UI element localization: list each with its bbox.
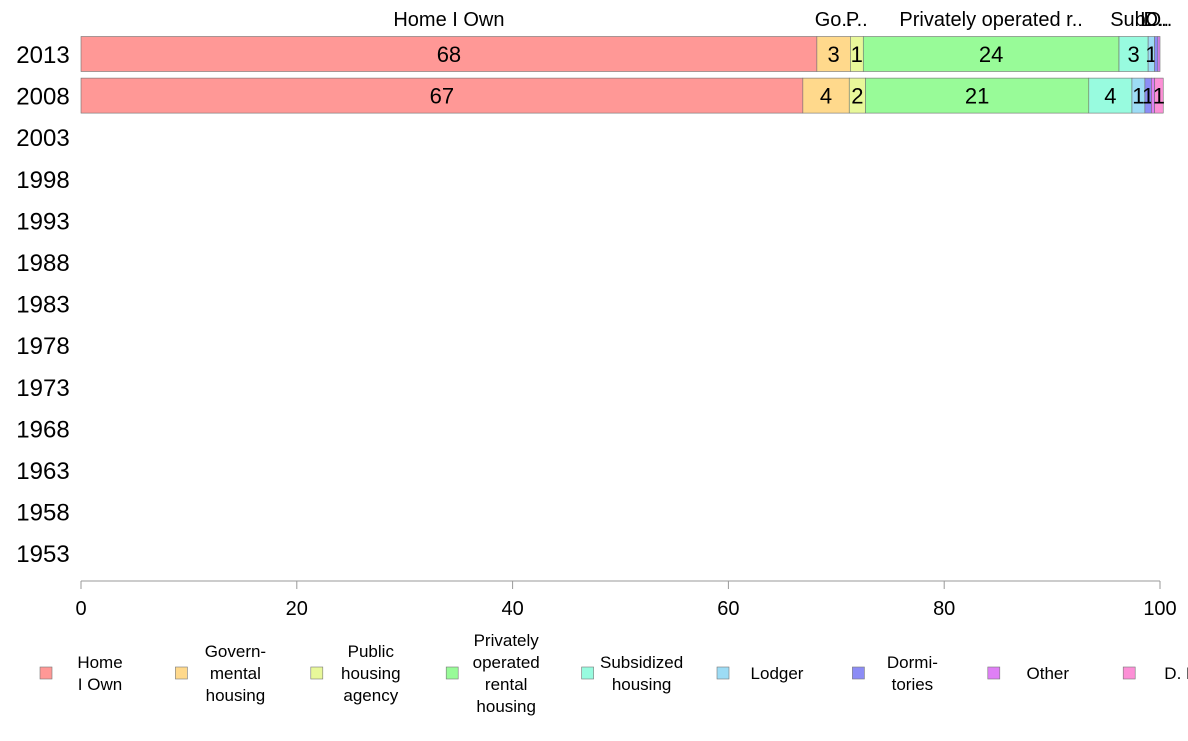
bar-label-2008-d-k: 1 — [1153, 84, 1165, 109]
y-tick-label-1953: 1953 — [16, 541, 69, 568]
legend-swatch-subsidized-housing — [581, 666, 594, 680]
legend: Home I Own Govern-mental housing Public housi… — [39, 631, 1188, 716]
y-tick-label-1983: 1983 — [16, 292, 69, 319]
bar-2008-d-k — [1154, 77, 1164, 114]
segment-name-public-housing-agency: P.. — [846, 9, 868, 31]
legend-item-subsidized-housing: Subsidized housing — [581, 653, 683, 694]
x-tick-label-0: 0 — [75, 598, 86, 620]
legend-label-d-k: D. K. — [1164, 664, 1188, 683]
legend-label-home-i-own: Home I Own — [77, 653, 122, 694]
bar-label-2013-govern-mental-housing: 3 — [827, 42, 839, 67]
bar-2013-other — [1157, 36, 1161, 72]
y-tick-label-2008: 2008 — [16, 84, 69, 111]
bar-label-2013-subsidized-housing: 3 — [1127, 42, 1139, 67]
y-tick-label-1993: 1993 — [16, 208, 69, 235]
bar-2013-privately-operated-rental-housing — [862, 36, 1120, 72]
legend-swatch-govern-mental-housing — [175, 666, 188, 680]
bar-2013-govern-mental-housing — [816, 36, 851, 72]
segment-name-govern-mental-housing: Go.. — [815, 9, 853, 31]
y-tick-label-1998: 1998 — [16, 167, 69, 194]
legend-label-lodger: Lodger — [751, 664, 804, 683]
bar-2008-home-i-own — [80, 77, 804, 114]
legend-swatch-d-k — [1122, 666, 1136, 680]
x-tick-label-20: 20 — [286, 598, 308, 620]
y-tick-label-1963: 1963 — [16, 458, 69, 485]
segment-name-dormi-tories: D.. — [1143, 9, 1169, 31]
legend-swatch-dormi-tories — [852, 666, 865, 680]
legend-item-lodger: Lodger — [716, 664, 804, 683]
bar-label-2013-public-housing-agency: 1 — [851, 42, 863, 67]
segment-name-lodger: L.. — [1140, 9, 1162, 31]
legend-label-dormi-tories: Dormi-tories — [887, 653, 938, 694]
bar-label-2008-home-i-own: 67 — [430, 84, 454, 109]
legend-item-home-i-own: Home I Own — [39, 653, 123, 694]
legend-swatch-home-i-own — [39, 666, 53, 680]
bar-label-2013-home-i-own: 68 — [437, 42, 461, 67]
legend-item-public-housing-agency: Public housing agency — [310, 642, 401, 705]
y-tick-label-1973: 1973 — [16, 375, 69, 402]
legend-label-other: Other — [1027, 664, 1070, 683]
legend-swatch-lodger — [716, 666, 730, 680]
bar-2013-dormi-tories — [1154, 36, 1159, 72]
y-tick-label-1978: 1978 — [16, 333, 69, 360]
bar-2008-subsidized-housing — [1088, 77, 1133, 114]
x-tick-label-40: 40 — [501, 598, 523, 620]
segment-name-other: O.. — [1146, 9, 1173, 31]
legend-swatch-other — [987, 666, 1001, 680]
legend-swatch-public-housing-agency — [310, 666, 324, 680]
segment-name-home-i-own: Home I Own — [393, 9, 504, 31]
y-tick-label-1968: 1968 — [16, 416, 69, 443]
y-tick-label-1958: 1958 — [16, 500, 69, 527]
bar-label-2013-privately-operated-rental-housing: 24 — [979, 42, 1003, 67]
legend-label-privately-operated-rental-housing: Privately operated rental housing — [473, 631, 540, 716]
x-tick-label-60: 60 — [717, 598, 739, 620]
y-tick-label-1988: 1988 — [16, 250, 69, 277]
bar-label-2008-govern-mental-housing: 4 — [820, 84, 832, 109]
legend-item-d-k: D. K. — [1122, 664, 1188, 683]
bar-2013-home-i-own — [80, 36, 818, 72]
bar-2008-govern-mental-housing — [802, 77, 850, 114]
segment-name-subsidized-housing: Sub.. — [1110, 9, 1157, 31]
segment-top-labels: Home I Own Go..P.. Privately operated r.. S… — [393, 9, 1172, 31]
bar-label-2008-public-housing-agency: 2 — [851, 84, 863, 109]
y-axis-labels: 2013 2008 2003 1998 1993 1988 1983 1978 1973 1968… — [16, 42, 69, 568]
legend-item-dormi-tories: Dormi-tories — [852, 653, 938, 694]
bars-layer: 68 3 1 24 3 167 4 2 21 4 111 — [80, 36, 1165, 114]
legend-item-privately-operated-rental-housing: Privately operated rental housing — [445, 631, 540, 716]
x-tick-label-80: 80 — [933, 598, 955, 620]
segment-name-privately-operated-rental-housing: Privately operated r.. — [899, 9, 1082, 31]
bar-2013-subsidized-housing — [1118, 36, 1149, 72]
bar-label-2008-subsidized-housing: 4 — [1104, 84, 1116, 109]
legend-label-govern-mental-housing: Govern-mental housing — [205, 642, 266, 705]
x-tick-label-100: 100 — [1143, 598, 1176, 620]
legend-swatch-privately-operated-rental-housing — [445, 666, 459, 680]
legend-item-other: Other — [987, 664, 1070, 683]
x-axis: 0 20 40 60 80 100 — [75, 580, 1177, 620]
legend-label-subsidized-housing: Subsidized housing — [600, 653, 683, 694]
legend-item-govern-mental-housing: Govern-mental housing — [175, 642, 266, 705]
legend-label-public-housing-agency: Public housing agency — [341, 642, 401, 705]
bar-label-2008-privately-operated-rental-housing: 21 — [965, 84, 989, 109]
y-tick-label-2013: 2013 — [16, 42, 69, 69]
bar-label-2008-lodger: 1 — [1132, 84, 1144, 109]
y-tick-label-2003: 2003 — [16, 125, 69, 152]
